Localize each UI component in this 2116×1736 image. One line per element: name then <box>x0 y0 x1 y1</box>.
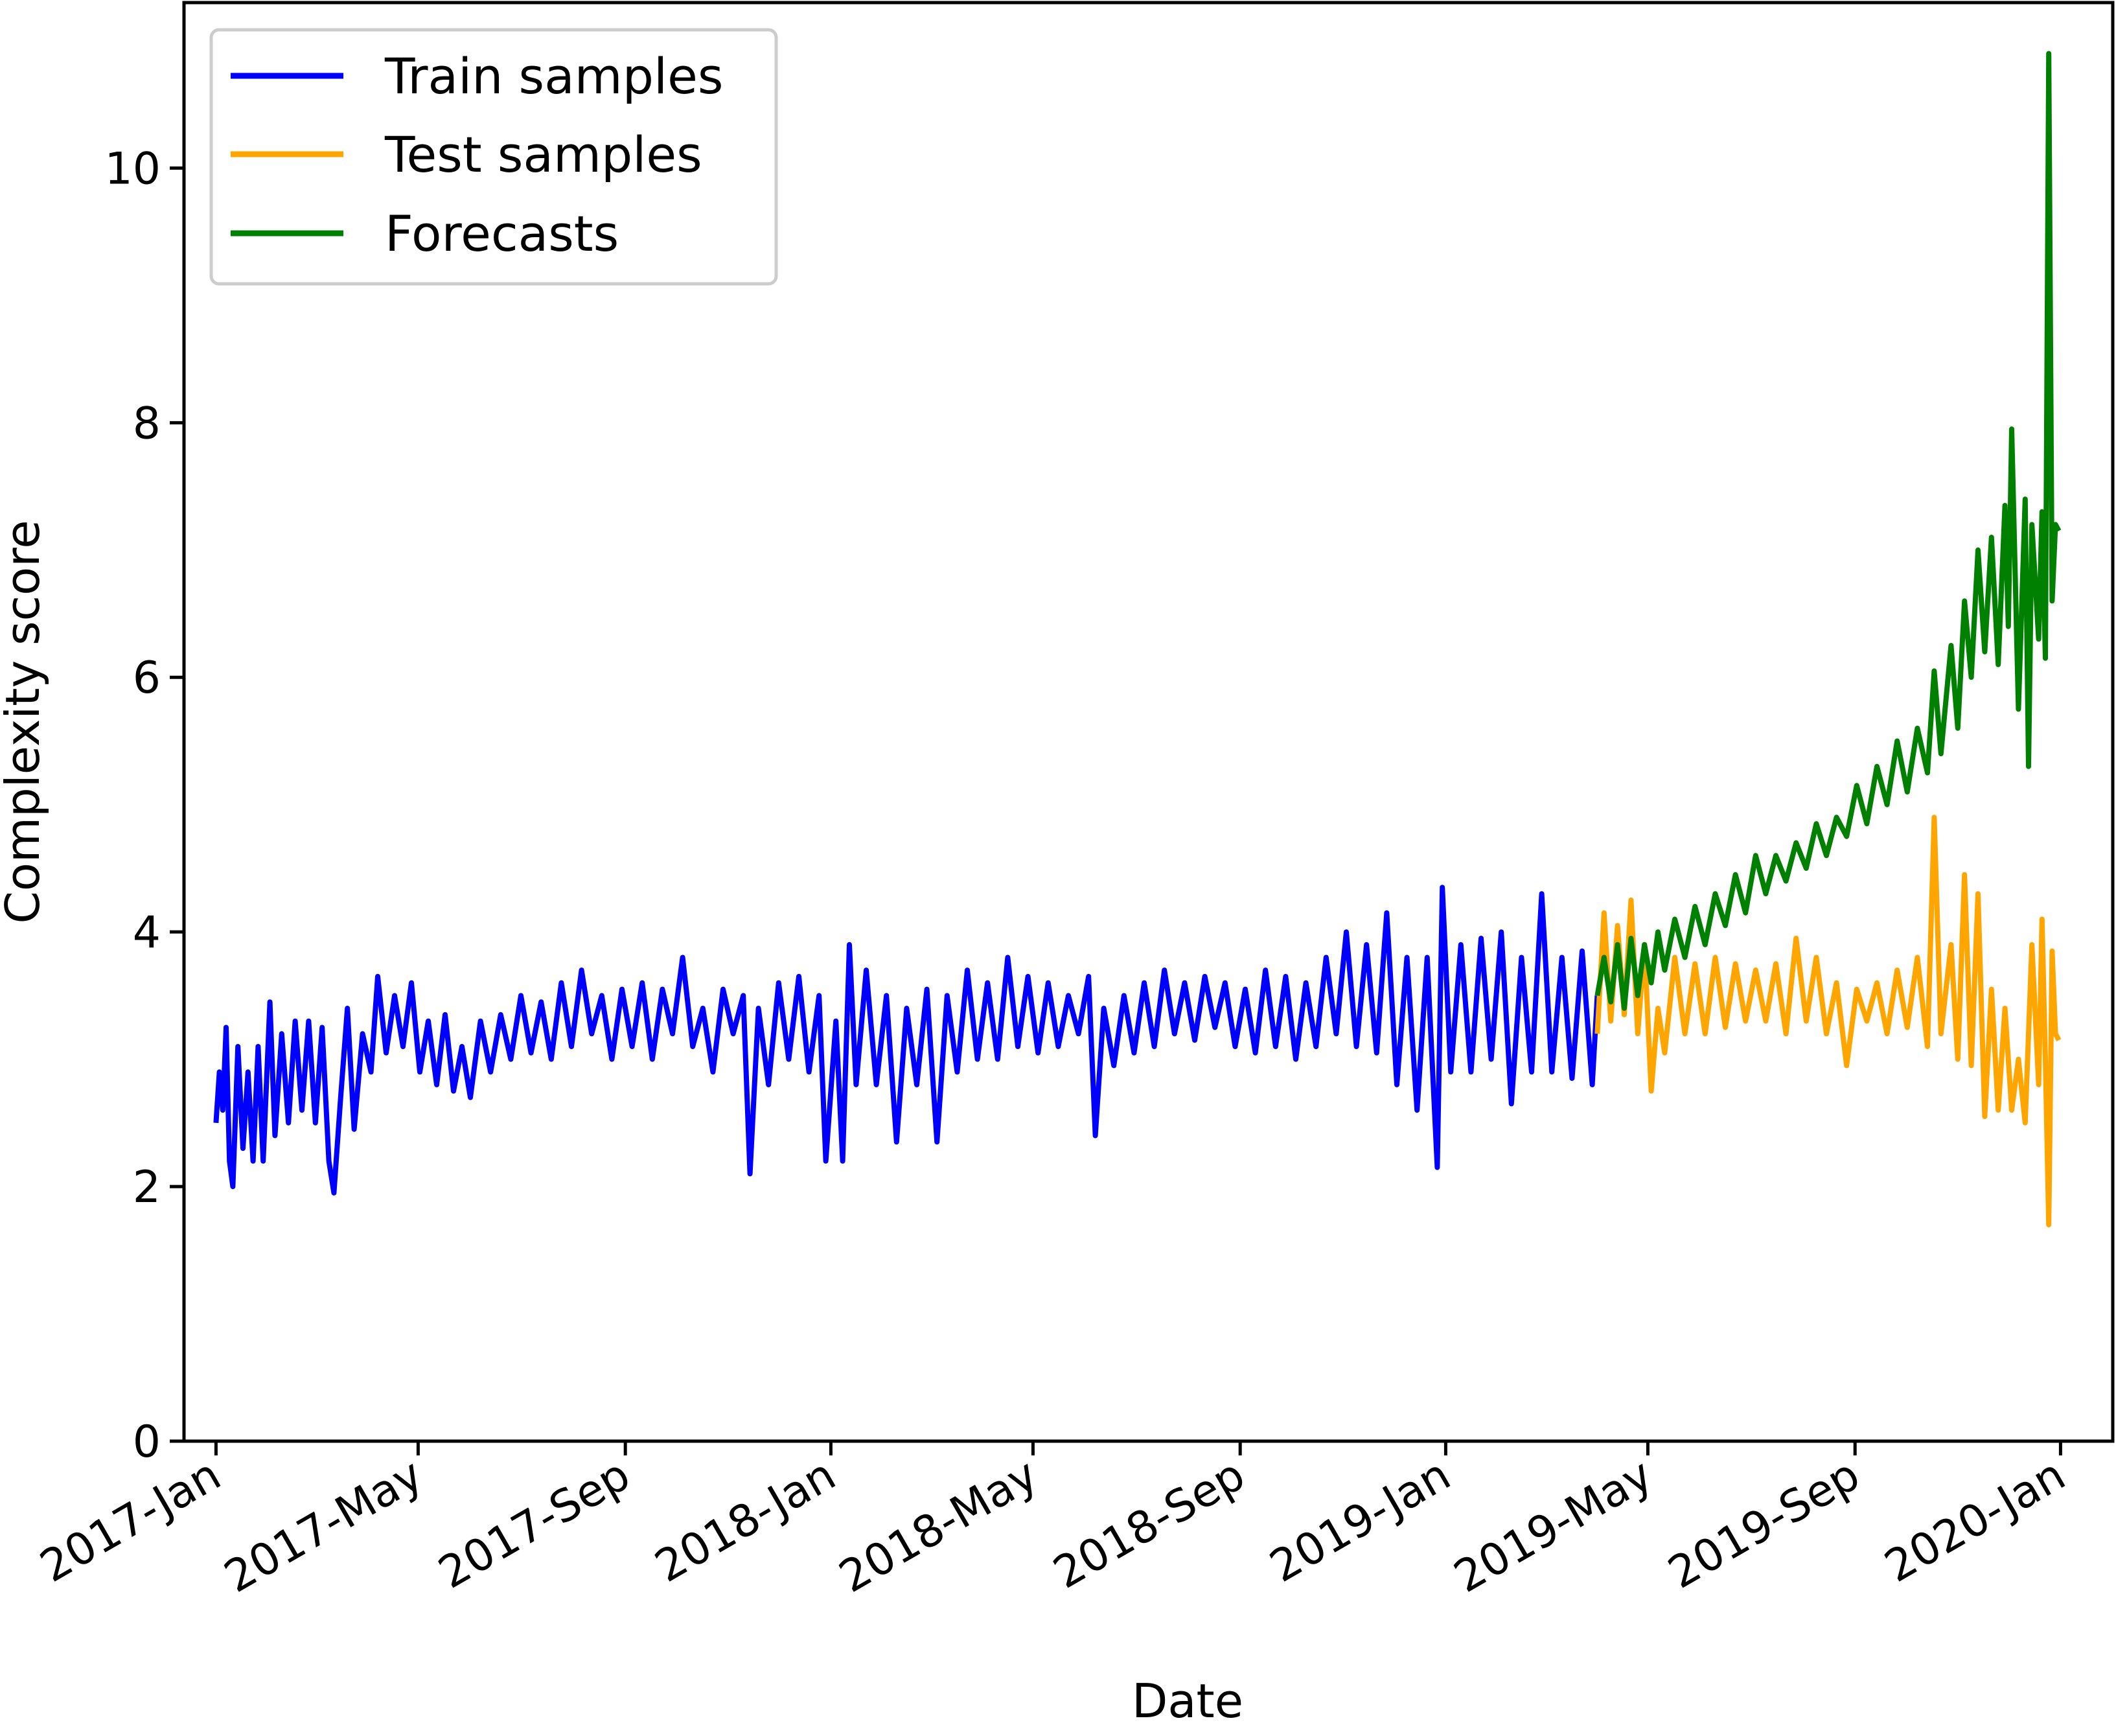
series-line-train-samples <box>213 885 1600 1196</box>
y-tick-label: 10 <box>104 143 161 194</box>
series-line-forecasts <box>1594 51 2062 1011</box>
legend: Train samples Test samples Forecasts <box>209 28 778 286</box>
y-tick-label: 2 <box>133 1162 161 1213</box>
y-tick-label: 4 <box>133 907 161 958</box>
legend-label-forecasts: Forecasts <box>385 205 619 262</box>
legend-box <box>209 28 778 286</box>
y-axis-title: Complexity score <box>0 520 50 923</box>
legend-label-train: Train samples <box>384 47 723 105</box>
y-tick-label: 8 <box>133 398 161 449</box>
plot-frame <box>182 1 2115 1443</box>
x-axis-title: Date <box>1132 1674 1243 1728</box>
series-layer <box>213 51 2062 1227</box>
series-line-test-samples <box>1594 815 2062 1227</box>
y-tick-label: 6 <box>133 653 161 704</box>
y-tick-label: 0 <box>133 1417 161 1468</box>
legend-label-test: Test samples <box>384 126 702 183</box>
y-axis: 0 2 4 6 8 10 <box>104 143 184 1468</box>
